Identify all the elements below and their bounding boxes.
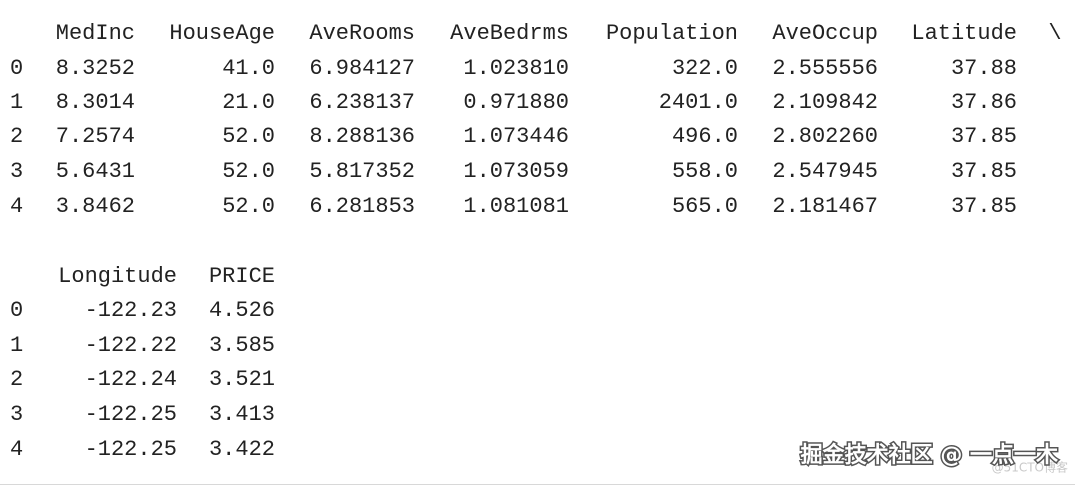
row-index: 2 xyxy=(10,124,23,149)
cell: 4.526 xyxy=(209,298,275,323)
cell: 3.422 xyxy=(209,437,275,462)
cell: 322.0 xyxy=(672,56,738,81)
cell: 3.521 xyxy=(209,367,275,392)
cell: -122.25 xyxy=(85,437,177,462)
cell: 3.413 xyxy=(209,402,275,427)
cell: 6.238137 xyxy=(309,90,415,115)
row-index: 4 xyxy=(10,194,23,219)
column-header: AveRooms xyxy=(309,21,415,46)
column-header: Longitude xyxy=(58,264,177,289)
column-header: Latitude xyxy=(911,21,1017,46)
cell: 2.109842 xyxy=(772,90,878,115)
cell: 8.3014 xyxy=(56,90,135,115)
column-header: AveOccup xyxy=(772,21,878,46)
cell: 2.802260 xyxy=(772,124,878,149)
cell: -122.23 xyxy=(85,298,177,323)
cell: 1.081081 xyxy=(463,194,569,219)
row-index: 3 xyxy=(10,159,23,184)
cell: 52.0 xyxy=(222,159,275,184)
column-header: PRICE xyxy=(209,264,275,289)
cell: 7.2574 xyxy=(56,124,135,149)
cell: -122.22 xyxy=(85,333,177,358)
cell: 37.85 xyxy=(951,194,1017,219)
cell: 6.984127 xyxy=(309,56,415,81)
cell: 8.288136 xyxy=(309,124,415,149)
cell: 2.547945 xyxy=(772,159,878,184)
cell: 558.0 xyxy=(672,159,738,184)
cell: 5.6431 xyxy=(56,159,135,184)
column-header: Population xyxy=(606,21,738,46)
cell: 1.073446 xyxy=(463,124,569,149)
cell: 2401.0 xyxy=(659,90,738,115)
cell: 5.817352 xyxy=(309,159,415,184)
cell: 37.85 xyxy=(951,159,1017,184)
row-index: 0 xyxy=(10,56,23,81)
cell: 3.8462 xyxy=(56,194,135,219)
cell: 52.0 xyxy=(222,124,275,149)
cell: 2.555556 xyxy=(772,56,878,81)
cell: 37.85 xyxy=(951,124,1017,149)
row-index: 2 xyxy=(10,367,23,392)
cell: 21.0 xyxy=(222,90,275,115)
row-index: 3 xyxy=(10,402,23,427)
cell: 565.0 xyxy=(672,194,738,219)
cell: 52.0 xyxy=(222,194,275,219)
cell: 0.971880 xyxy=(463,90,569,115)
cell: 8.3252 xyxy=(56,56,135,81)
watermark: 掘金技术社区 @ 一点一木 xyxy=(801,442,1059,468)
cell: -122.25 xyxy=(85,402,177,427)
cell: 37.86 xyxy=(951,90,1017,115)
row-index: 1 xyxy=(10,333,23,358)
cell: 496.0 xyxy=(672,124,738,149)
cell: 37.88 xyxy=(951,56,1017,81)
cell: 2.181467 xyxy=(772,194,878,219)
row-index: 1 xyxy=(10,90,23,115)
column-header: HouseAge xyxy=(169,21,275,46)
cell: 3.585 xyxy=(209,333,275,358)
cell: -122.24 xyxy=(85,367,177,392)
column-header: AveBedrms xyxy=(450,21,569,46)
cell: 6.281853 xyxy=(309,194,415,219)
row-index: 0 xyxy=(10,298,23,323)
cell: 1.023810 xyxy=(463,56,569,81)
column-header: MedInc xyxy=(56,21,135,46)
line-continuation: \ xyxy=(1048,21,1061,46)
source-watermark: @51CTO博客 xyxy=(992,460,1068,475)
cell: 1.073059 xyxy=(463,159,569,184)
row-index: 4 xyxy=(10,437,23,462)
cell: 41.0 xyxy=(222,56,275,81)
